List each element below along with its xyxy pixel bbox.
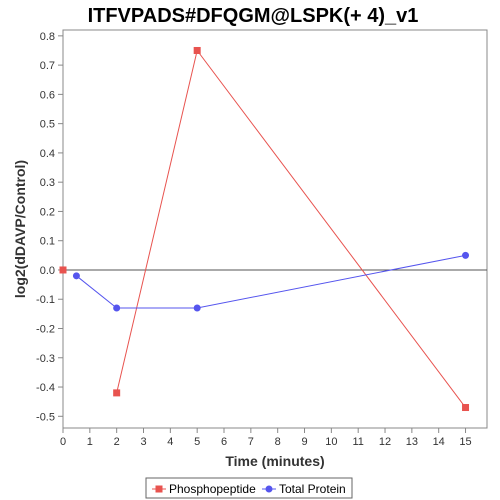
x-tick-label: 13 [406,436,418,448]
x-tick-label: 8 [275,436,281,448]
y-tick-label: 0.1 [40,236,55,248]
legend: Phosphopeptide Total Protein [145,477,353,499]
y-tick-label: 0.2 [40,206,55,218]
x-tick-label: 1 [87,436,93,448]
legend-phosphopeptide-marker [155,485,163,493]
y-tick-label: 0.0 [40,265,55,277]
total-protein-point [72,272,80,280]
y-axis-label: log2(dDAVP/Control) [12,160,28,298]
x-tick-label: 3 [140,436,146,448]
y-axis-ticks: -0.5 -0.4 -0.3 -0.2 -0.1 0.0 0.1 0.2 0.3 0.4 0.5 0.… [36,31,63,423]
legend-total-protein-label: Total Protein [279,482,346,496]
phosphopeptide-point [59,266,67,274]
chart-title: ITFVPADS#DFQGM@LSPK(+ 4)_v1 [88,5,419,27]
series-phosphopeptide [59,46,470,412]
legend-total-protein-marker [265,485,273,493]
total-protein-line [76,254,466,309]
plot-area [62,29,488,429]
x-tick-label: 11 [352,436,363,448]
series-total-protein [72,251,470,312]
x-tick-label: 6 [221,436,227,448]
y-tick-label: -0.1 [36,294,55,306]
legend-phosphopeptide-label: Phosphopeptide [169,482,256,496]
legend-box [145,477,353,499]
x-axis-ticks: 0 1 2 3 4 5 6 7 8 9 10 11 12 13 14 15 [60,428,472,448]
x-tick-label: 7 [248,436,254,448]
x-tick-label: 10 [325,436,337,448]
x-tick-label: 14 [433,436,445,448]
y-tick-label: 0.3 [40,177,55,189]
x-tick-label: 5 [194,436,200,448]
y-tick-label: 0.5 [40,119,55,131]
x-tick-label: 12 [379,436,391,448]
phosphopeptide-point [193,46,201,54]
y-tick-label: -0.5 [36,411,55,423]
total-protein-point [462,251,470,259]
total-protein-point [193,304,201,312]
x-tick-label: 0 [60,436,66,448]
x-tick-label: 15 [459,436,471,448]
phosphopeptide-point [462,404,470,412]
x-tick-label: 2 [114,436,120,448]
x-tick-label: 4 [167,436,173,448]
total-protein-point [113,304,121,312]
x-axis-label: Time (minutes) [225,453,324,469]
y-tick-label: -0.3 [36,353,55,365]
y-tick-label: 0.8 [40,31,55,43]
y-tick-label: -0.2 [36,324,55,336]
phosphopeptide-point [113,389,121,397]
y-tick-label: 0.7 [40,60,55,72]
x-tick-label: 9 [301,436,307,448]
y-tick-label: 0.6 [40,89,55,101]
y-tick-label: 0.4 [40,148,55,160]
y-tick-label: -0.4 [36,382,55,394]
series-group [59,46,470,412]
